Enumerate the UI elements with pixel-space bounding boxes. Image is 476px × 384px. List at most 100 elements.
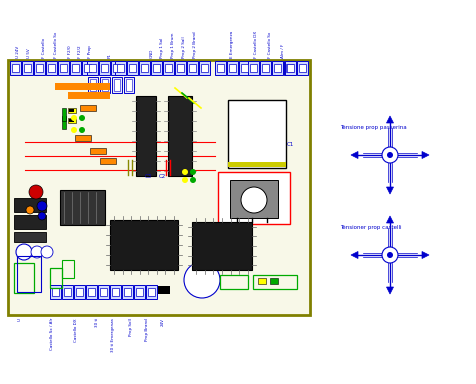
Bar bbox=[228, 100, 286, 168]
Bar bbox=[111, 61, 122, 75]
Bar bbox=[52, 288, 59, 296]
Bar bbox=[62, 108, 66, 121]
Circle shape bbox=[382, 247, 398, 263]
Bar bbox=[90, 79, 96, 91]
Text: Alm / F: Alm / F bbox=[281, 44, 285, 58]
Polygon shape bbox=[387, 287, 394, 294]
Bar bbox=[141, 64, 148, 72]
Bar bbox=[122, 285, 133, 299]
Circle shape bbox=[241, 187, 267, 213]
Circle shape bbox=[38, 212, 46, 220]
Bar bbox=[76, 288, 83, 296]
Text: Tensioner prop castelli: Tensioner prop castelli bbox=[340, 225, 401, 230]
Bar bbox=[250, 64, 257, 72]
Polygon shape bbox=[351, 152, 358, 159]
Bar bbox=[72, 64, 79, 72]
Bar bbox=[62, 260, 74, 278]
Text: Prop Soll: Prop Soll bbox=[129, 318, 133, 336]
Bar bbox=[201, 64, 208, 72]
Polygon shape bbox=[422, 152, 429, 159]
Bar bbox=[80, 105, 96, 111]
Bar bbox=[215, 61, 226, 75]
Text: F F2/2: F F2/2 bbox=[78, 45, 82, 58]
Text: 30 ti: 30 ti bbox=[95, 318, 99, 327]
Bar bbox=[101, 64, 108, 72]
Circle shape bbox=[387, 152, 393, 158]
Bar bbox=[110, 285, 121, 299]
Bar bbox=[148, 288, 155, 296]
Bar bbox=[239, 61, 250, 75]
Bar bbox=[102, 79, 108, 91]
Bar bbox=[299, 64, 306, 72]
Circle shape bbox=[71, 115, 77, 121]
Bar bbox=[88, 77, 98, 93]
Bar bbox=[262, 64, 269, 72]
Circle shape bbox=[79, 127, 85, 133]
Circle shape bbox=[29, 185, 43, 199]
Circle shape bbox=[382, 147, 398, 163]
Bar bbox=[270, 278, 278, 284]
Bar bbox=[22, 61, 33, 75]
Bar bbox=[192, 222, 252, 270]
Bar bbox=[88, 288, 95, 296]
Circle shape bbox=[41, 246, 53, 258]
Bar bbox=[274, 64, 281, 72]
Bar bbox=[10, 61, 21, 75]
Bar bbox=[134, 285, 145, 299]
Bar bbox=[248, 61, 259, 75]
Polygon shape bbox=[351, 252, 358, 258]
Bar bbox=[86, 285, 97, 299]
Bar bbox=[55, 83, 110, 90]
Circle shape bbox=[31, 246, 43, 258]
Text: C3: C3 bbox=[144, 174, 152, 179]
Text: F Castello DX: F Castello DX bbox=[254, 31, 258, 58]
Bar bbox=[126, 79, 132, 91]
Circle shape bbox=[37, 201, 47, 211]
Bar bbox=[14, 232, 46, 242]
Circle shape bbox=[182, 177, 188, 183]
Text: Prop 1 Brum: Prop 1 Brum bbox=[171, 33, 175, 58]
Bar bbox=[14, 198, 46, 212]
Bar bbox=[17, 256, 41, 292]
Bar bbox=[260, 61, 271, 75]
Bar bbox=[230, 180, 278, 218]
Bar bbox=[24, 64, 31, 72]
Bar bbox=[100, 288, 107, 296]
Bar bbox=[46, 61, 57, 75]
Bar bbox=[14, 215, 46, 229]
Circle shape bbox=[26, 206, 34, 214]
Bar bbox=[151, 61, 162, 75]
Circle shape bbox=[182, 169, 188, 175]
Bar bbox=[112, 288, 119, 296]
Bar bbox=[217, 64, 224, 72]
Text: F F2/0: F F2/0 bbox=[68, 45, 72, 58]
Circle shape bbox=[190, 169, 196, 175]
Bar bbox=[115, 61, 126, 75]
Bar bbox=[48, 64, 55, 72]
Text: Prop 2 Sall: Prop 2 Sall bbox=[182, 36, 186, 58]
Bar bbox=[127, 61, 138, 75]
Bar bbox=[227, 61, 238, 75]
Bar bbox=[60, 64, 67, 72]
Bar bbox=[69, 119, 74, 122]
Bar bbox=[113, 64, 120, 72]
Bar bbox=[124, 77, 134, 93]
Text: U 5V: U 5V bbox=[27, 48, 31, 58]
Circle shape bbox=[190, 177, 196, 183]
Bar bbox=[158, 286, 170, 294]
Text: Prop 1 Sol: Prop 1 Sol bbox=[160, 38, 164, 58]
Bar bbox=[14, 263, 34, 293]
Bar bbox=[136, 96, 156, 176]
Bar bbox=[62, 285, 73, 299]
Bar bbox=[70, 61, 81, 75]
Bar bbox=[75, 135, 91, 141]
Text: F Castello: F Castello bbox=[42, 38, 46, 58]
Text: F1: F1 bbox=[108, 53, 112, 58]
Bar bbox=[199, 61, 210, 75]
Text: Prop 2 Brand: Prop 2 Brand bbox=[193, 31, 197, 58]
Bar bbox=[297, 61, 308, 75]
Bar bbox=[64, 288, 71, 296]
Text: E Emergenza: E Emergenza bbox=[230, 31, 234, 58]
Bar bbox=[284, 61, 295, 75]
Bar bbox=[112, 77, 122, 93]
